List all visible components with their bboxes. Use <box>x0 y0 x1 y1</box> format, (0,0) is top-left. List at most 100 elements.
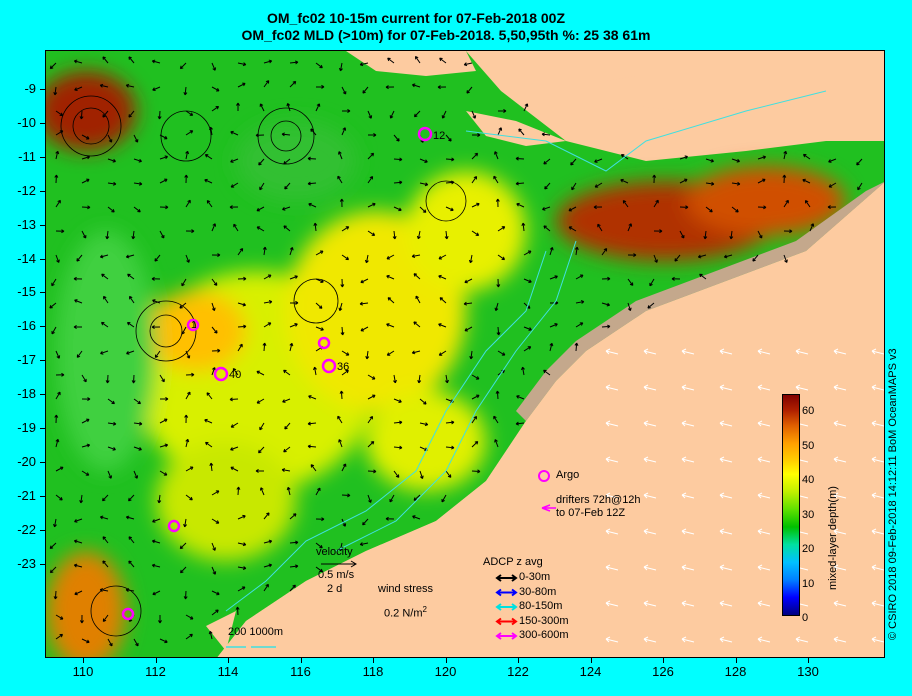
adcp-item-arrow <box>495 574 518 582</box>
y-tick-label: -18 <box>17 386 36 402</box>
current-arrow <box>444 230 449 240</box>
current-arrow <box>107 158 116 163</box>
x-tick-label: 110 <box>72 664 94 679</box>
current-arrow <box>438 323 447 328</box>
current-arrow <box>102 560 109 568</box>
adcp-item-arrow <box>495 603 518 611</box>
current-arrow <box>81 178 90 184</box>
current-arrow <box>55 633 64 640</box>
x-tick-label: 128 <box>724 664 747 679</box>
current-arrow <box>827 205 837 210</box>
current-arrow <box>151 59 161 64</box>
current-arrow <box>76 350 83 358</box>
current-arrow <box>387 297 395 304</box>
y-tick <box>40 360 45 362</box>
wind-arrow <box>605 600 619 607</box>
y-tick <box>40 529 45 531</box>
wind-arrow <box>757 456 771 463</box>
current-arrow <box>574 342 579 352</box>
title-line-1: OM_fc02 10-15m current for 07-Feb-2018 0… <box>266 10 565 26</box>
current-arrow <box>392 230 397 240</box>
current-arrow <box>159 470 168 476</box>
current-arrow <box>281 132 291 137</box>
current-arrow <box>259 182 265 191</box>
current-arrow <box>53 518 57 528</box>
current-arrow <box>159 638 168 644</box>
map-panel[interactable]: 12 1 40 36 <box>45 50 885 658</box>
current-arrow <box>315 84 325 89</box>
current-arrow <box>339 198 344 208</box>
current-arrow <box>653 254 658 263</box>
current-arrow <box>289 275 298 280</box>
y-tick-label: -13 <box>17 216 36 232</box>
current-arrow <box>185 494 193 501</box>
current-arrow <box>211 302 216 311</box>
current-arrow <box>463 62 473 67</box>
current-arrow <box>315 302 323 309</box>
current-arrow <box>102 536 109 544</box>
current-arrow <box>542 206 551 211</box>
current-arrow <box>411 350 421 355</box>
current-arrow <box>362 86 369 94</box>
wind-arrow <box>871 564 884 571</box>
current-arrow <box>313 366 317 376</box>
current-arrow <box>159 205 169 210</box>
current-arrow <box>179 542 187 550</box>
x-tick <box>518 658 519 663</box>
current-arrow <box>386 274 395 280</box>
current-arrow <box>393 134 400 142</box>
current-arrow <box>315 250 324 256</box>
current-arrow <box>627 253 637 258</box>
current-arrow <box>206 392 213 400</box>
wind-arrow <box>833 528 847 535</box>
colorbar-label: 30 <box>802 508 815 521</box>
current-arrow <box>159 418 168 424</box>
current-arrow <box>289 247 294 256</box>
current-arrow <box>515 181 525 186</box>
argo-legend-label: Argo <box>556 469 580 481</box>
current-arrow <box>180 566 187 574</box>
current-arrow <box>521 366 525 376</box>
current-arrow <box>495 390 500 400</box>
current-arrow <box>574 246 579 256</box>
velocity-time: 2 d <box>327 583 343 595</box>
wind-arrow <box>795 384 809 391</box>
current-arrow <box>237 542 247 547</box>
current-arrow <box>412 515 421 520</box>
current-arrow <box>152 590 161 596</box>
x-tick <box>155 658 157 663</box>
wind-arrow <box>719 384 733 391</box>
current-arrow <box>237 566 247 570</box>
current-arrow <box>416 230 421 240</box>
current-arrow <box>496 278 501 288</box>
current-arrow <box>338 62 343 72</box>
wind-arrow <box>681 564 695 571</box>
wind-arrow <box>757 492 771 499</box>
current-arrow <box>731 158 740 163</box>
current-arrow <box>211 62 217 71</box>
current-arrow <box>184 174 189 184</box>
current-arrow <box>185 229 195 234</box>
argo-id-12: 12 <box>433 130 445 142</box>
colorbar-label: 0 <box>802 612 809 624</box>
current-arrow <box>413 110 421 118</box>
current-arrow <box>341 369 349 376</box>
velocity-label: velocity <box>316 546 353 558</box>
current-arrow <box>105 230 110 240</box>
current-arrow <box>523 346 532 352</box>
current-arrow <box>468 254 473 264</box>
current-arrow <box>341 127 347 136</box>
current-arrow <box>133 446 142 451</box>
current-arrow <box>107 421 117 426</box>
current-arrow <box>360 326 369 332</box>
current-arrow <box>393 470 400 478</box>
current-arrow <box>151 276 161 281</box>
current-arrow <box>627 223 633 232</box>
current-arrow <box>204 178 213 184</box>
current-arrow <box>731 206 739 213</box>
wind-arrow <box>605 564 619 571</box>
current-arrow <box>259 487 265 496</box>
current-arrow <box>204 154 213 160</box>
current-arrow <box>439 297 447 304</box>
current-arrow <box>757 230 763 239</box>
